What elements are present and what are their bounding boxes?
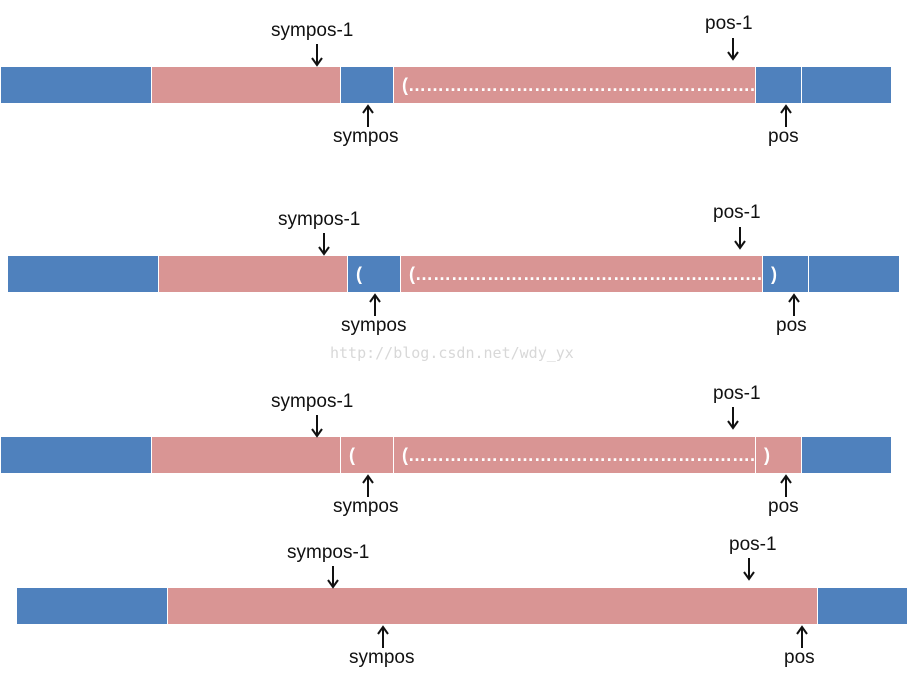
sympos-minus-1-label: sympos-1: [271, 391, 354, 412]
up-arrow-icon: [788, 293, 800, 316]
sympos-label: sympos: [341, 315, 407, 336]
sympos-label: sympos: [333, 496, 399, 517]
down-arrow-icon: [311, 44, 323, 67]
sympos-minus-1-label: sympos-1: [287, 542, 370, 563]
segment: (………………………………………………….): [394, 67, 756, 103]
down-arrow-icon: [327, 566, 339, 589]
down-arrow-icon: [734, 227, 746, 250]
pos-label: pos: [776, 315, 807, 336]
segment: [17, 588, 168, 624]
up-arrow-icon: [780, 474, 792, 497]
segment: [168, 588, 818, 624]
pos-label: pos: [784, 647, 815, 668]
segment: [1, 437, 152, 473]
up-arrow-icon: [796, 625, 808, 648]
segment: (………………………………………………….): [394, 437, 756, 473]
pos-label: pos: [768, 126, 799, 147]
up-arrow-icon: [362, 474, 374, 497]
segment: (………………………………………………….): [401, 256, 763, 292]
down-arrow-icon: [727, 407, 739, 430]
segment: [8, 256, 159, 292]
sympos-label: sympos: [349, 647, 415, 668]
pos-minus-1-label: pos-1: [713, 383, 761, 404]
segment: [159, 256, 348, 292]
up-arrow-icon: [377, 625, 389, 648]
segment: [756, 67, 802, 103]
down-arrow-icon: [743, 558, 755, 581]
segment: [152, 437, 341, 473]
segment: ): [763, 256, 809, 292]
segment: (: [348, 256, 401, 292]
pos-minus-1-label: pos-1: [713, 202, 761, 223]
segment: [341, 67, 394, 103]
down-arrow-icon: [311, 415, 323, 438]
segment: [809, 256, 899, 292]
pos-label: pos: [768, 496, 799, 517]
segment: [1, 67, 152, 103]
segment: [802, 67, 891, 103]
segment: [818, 588, 907, 624]
segment: [152, 67, 341, 103]
segment: ): [756, 437, 802, 473]
down-arrow-icon: [727, 38, 739, 61]
pos-minus-1-label: pos-1: [729, 534, 777, 555]
sympos-minus-1-label: sympos-1: [278, 209, 361, 230]
sympos-minus-1-label: sympos-1: [271, 20, 354, 41]
down-arrow-icon: [318, 233, 330, 256]
up-arrow-icon: [362, 104, 374, 127]
segment: (: [341, 437, 394, 473]
watermark-url: http://blog.csdn.net/wdy_yx: [330, 344, 574, 362]
up-arrow-icon: [369, 293, 381, 316]
segment: [802, 437, 891, 473]
sympos-label: sympos: [333, 126, 399, 147]
up-arrow-icon: [780, 104, 792, 127]
pos-minus-1-label: pos-1: [705, 13, 753, 34]
